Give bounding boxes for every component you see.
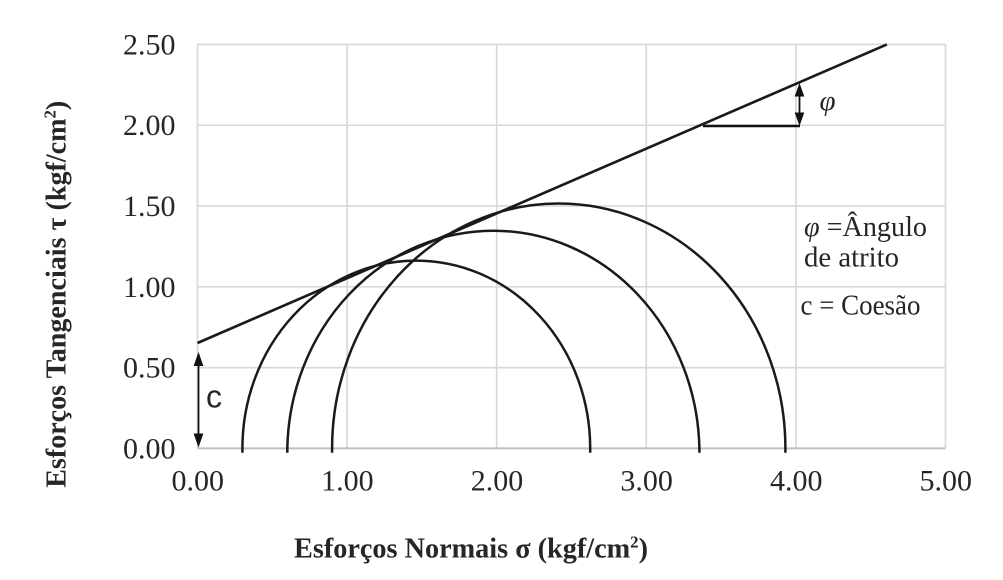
svg-text:0.00: 0.00 bbox=[123, 432, 176, 465]
svg-text:Esforços Tangenciais τ (kgf/cm: Esforços Tangenciais τ (kgf/cm2) bbox=[41, 101, 73, 488]
svg-text:1.50: 1.50 bbox=[123, 190, 176, 223]
svg-text:0.00: 0.00 bbox=[172, 465, 225, 498]
svg-text:0.50: 0.50 bbox=[123, 352, 176, 385]
svg-text:Esforços Normais σ (kgf/cm2): Esforços Normais σ (kgf/cm2) bbox=[294, 532, 648, 564]
svg-text:c: c bbox=[206, 379, 222, 415]
svg-text:2.50: 2.50 bbox=[123, 28, 176, 61]
svg-text:φ =Ângulo: φ =Ângulo bbox=[804, 210, 927, 243]
svg-text:2.00: 2.00 bbox=[471, 465, 524, 498]
svg-text:1.00: 1.00 bbox=[123, 271, 176, 304]
svg-text:4.00: 4.00 bbox=[770, 465, 823, 498]
svg-text:3.00: 3.00 bbox=[620, 465, 673, 498]
svg-text:5.00: 5.00 bbox=[920, 465, 973, 498]
svg-text:c = Coesão: c = Coesão bbox=[801, 290, 921, 322]
svg-text:de atrito: de atrito bbox=[804, 242, 899, 274]
svg-text:φ: φ bbox=[820, 85, 836, 117]
svg-text:2.00: 2.00 bbox=[123, 109, 176, 142]
svg-text:1.00: 1.00 bbox=[321, 465, 374, 498]
